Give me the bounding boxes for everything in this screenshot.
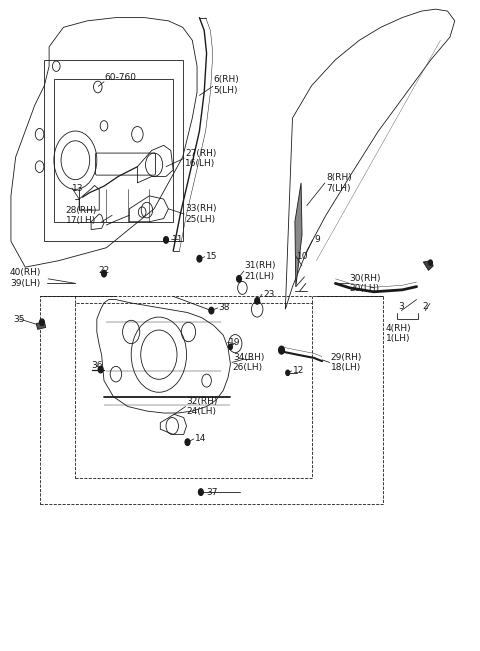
Text: 9: 9 [314,236,320,244]
Circle shape [209,307,214,314]
Text: 37: 37 [206,488,218,497]
Circle shape [286,370,289,376]
Text: 3: 3 [398,301,404,311]
Text: 6(RH)
5(LH): 6(RH) 5(LH) [214,76,240,94]
Circle shape [164,237,168,243]
Text: 38: 38 [218,303,230,312]
Circle shape [197,255,202,262]
Circle shape [98,367,103,373]
Circle shape [279,346,284,354]
Text: 31(RH)
21(LH): 31(RH) 21(LH) [245,261,276,281]
Bar [44,60,183,242]
Circle shape [186,439,190,445]
Text: 35: 35 [13,314,25,324]
Text: 8(RH)
7(LH): 8(RH) 7(LH) [326,173,352,193]
Circle shape [255,298,260,304]
Polygon shape [423,260,433,270]
Text: 23: 23 [263,290,274,299]
Bar [54,79,173,222]
Text: 40(RH)
39(LH): 40(RH) 39(LH) [10,268,41,288]
Text: 10: 10 [297,253,309,261]
Text: 22: 22 [98,266,109,275]
Circle shape [185,439,190,445]
Text: 28(RH)
17(LH): 28(RH) 17(LH) [66,206,97,225]
Text: 30(RH)
20(LH): 30(RH) 20(LH) [350,273,381,293]
Text: 13: 13 [72,184,84,193]
Circle shape [198,256,201,261]
Text: 60-760: 60-760 [104,74,136,83]
Bar [39,296,383,504]
Circle shape [209,308,213,313]
Text: 19: 19 [228,338,240,347]
Circle shape [199,489,203,495]
Text: 27(RH)
16(LH): 27(RH) 16(LH) [185,148,216,168]
Text: 2: 2 [422,301,428,311]
Text: 4(RH)
1(LH): 4(RH) 1(LH) [385,324,411,343]
Circle shape [164,238,168,243]
Polygon shape [295,183,302,286]
Text: 34(RH)
26(LH): 34(RH) 26(LH) [233,353,264,372]
Circle shape [199,490,203,495]
Circle shape [102,270,107,277]
Circle shape [39,319,44,326]
Text: 15: 15 [205,253,217,261]
Text: 12: 12 [292,367,304,376]
Text: 29(RH)
18(LH): 29(RH) 18(LH) [331,353,362,372]
Text: 36: 36 [91,361,103,370]
Text: 11: 11 [172,235,184,243]
Circle shape [429,260,432,265]
Circle shape [237,275,241,282]
Circle shape [228,344,232,350]
Polygon shape [36,322,46,329]
Text: 33(RH)
25(LH): 33(RH) 25(LH) [185,204,216,224]
Text: 14: 14 [195,434,206,443]
Bar [75,303,312,478]
Text: 32(RH)
24(LH): 32(RH) 24(LH) [187,397,218,416]
